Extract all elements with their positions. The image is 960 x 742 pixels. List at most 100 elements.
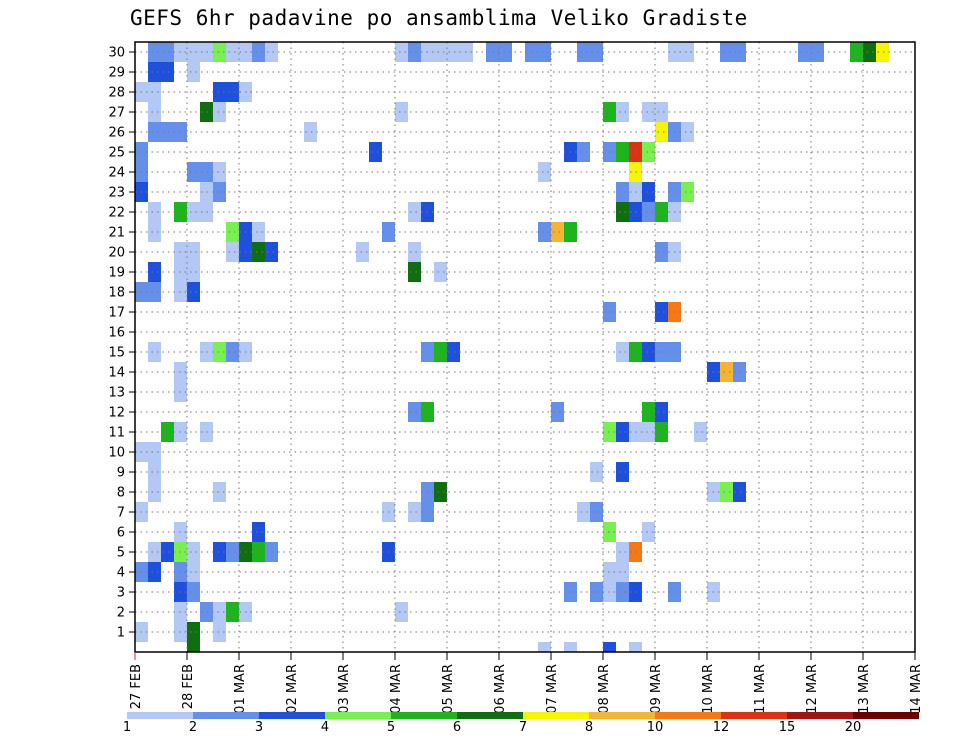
heatmap-cell [538,222,551,242]
x-tick-label: 08 MAR [597,664,612,714]
heatmap-cell [564,642,577,652]
heatmap-cell [577,502,590,522]
heatmap-cell [642,102,655,122]
heatmap-cell [226,42,239,62]
heatmap-cells [135,42,889,652]
y-tick-label: 27 [108,106,125,121]
heatmap-cell [265,42,278,62]
heatmap-cell [408,502,421,522]
y-tick-label: 18 [108,286,125,301]
y-tick-label: 26 [108,126,125,141]
heatmap-cell [538,642,551,652]
heatmap-cell [434,342,447,362]
heatmap-cell [642,342,655,362]
x-axis: 27 FEB 28 FEB 01 MAR 02 MAR 03 MAR 04 MAR 05 M… [129,652,924,714]
x-tick-label: 03 MAR [337,664,352,714]
heatmap-cell [499,42,512,62]
heatmap-cell [590,502,603,522]
heatmap-cell [642,422,655,442]
y-tick-label: 9 [117,466,125,481]
legend-swatch [193,712,259,719]
heatmap-cell [395,102,408,122]
heatmap-cell [265,242,278,262]
x-tick-label: 09 MAR [649,664,664,714]
y-tick-label: 15 [108,346,125,361]
y-tick-label: 24 [108,166,125,181]
heatmap-cell [616,542,629,562]
heatmap-cell [252,42,265,62]
heatmap-cell [161,422,174,442]
legend-swatch [523,712,589,719]
heatmap-cell [408,262,421,282]
y-tick-label: 11 [108,426,125,441]
heatmap-cell [187,542,200,562]
heatmap-cell [655,242,668,262]
heatmap-cell [733,482,746,502]
heatmap-cell [187,642,200,652]
heatmap-cell [304,122,317,142]
heatmap-cell [642,182,655,202]
heatmap-cell [226,602,239,622]
x-tick-label: 27 FEB [129,664,144,709]
heatmap-cell [187,42,200,62]
heatmap-cell [642,202,655,222]
heatmap-cell [681,122,694,142]
heatmap-cell [213,542,226,562]
heatmap-cell [655,402,668,422]
heatmap-cell [148,482,161,502]
heatmap-cell [616,462,629,482]
legend-label: 8 [584,720,594,735]
x-tick-label: 28 FEB [181,664,196,709]
heatmap-cell [252,522,265,542]
heatmap-cell [538,42,551,62]
heatmap-cell [161,122,174,142]
y-tick-label: 22 [108,206,125,221]
heatmap-cell [187,162,200,182]
y-tick-label: 4 [117,566,125,581]
legend-label: 20 [844,720,862,735]
heatmap-cell [434,482,447,502]
heatmap-cell [798,42,811,62]
heatmap-cell [213,182,226,202]
heatmap-cell [161,62,174,82]
y-tick-label: 25 [108,146,125,161]
x-tick-label: 05 MAR [441,664,456,714]
x-tick-label: 01 MAR [233,664,248,714]
legend-swatch [325,712,391,719]
heatmap-cell [655,122,668,142]
heatmap-cell [720,482,733,502]
heatmap-cell [863,42,876,62]
heatmap-cell [655,202,668,222]
chart-title: GEFS 6hr padavine po ansamblima Veliko G… [130,6,748,30]
legend-label: 15 [778,720,796,735]
heatmap-cell [408,42,421,62]
heatmap-cell [629,642,642,652]
y-tick-label: 13 [108,386,125,401]
y-tick-label: 23 [108,186,125,201]
legend-label: 12 [712,720,730,735]
y-tick-label: 5 [117,546,125,561]
heatmap-cell [590,462,603,482]
heatmap-cell [226,542,239,562]
heatmap-cell [226,342,239,362]
heatmap-cell [395,42,408,62]
y-tick-label: 3 [117,586,125,601]
heatmap-cell [226,82,239,102]
legend-swatch [721,712,787,719]
y-tick-label: 7 [117,506,125,521]
legend-swatch [589,712,655,719]
heatmap-cell [148,562,161,582]
heatmap-cell [642,142,655,162]
y-tick-label: 30 [108,46,125,61]
heatmap-cell [187,562,200,582]
x-tick-label: 14 MAR [909,664,924,714]
heatmap-cell [187,242,200,262]
y-tick-label: 20 [108,246,125,261]
heatmap-cell [408,202,421,222]
heatmap-cell [161,42,174,62]
legend-label: 10 [646,720,664,735]
legend-label: 1 [122,720,132,735]
heatmap-cell [213,82,226,102]
heatmap-cell [356,242,369,262]
heatmap-cell [148,42,161,62]
